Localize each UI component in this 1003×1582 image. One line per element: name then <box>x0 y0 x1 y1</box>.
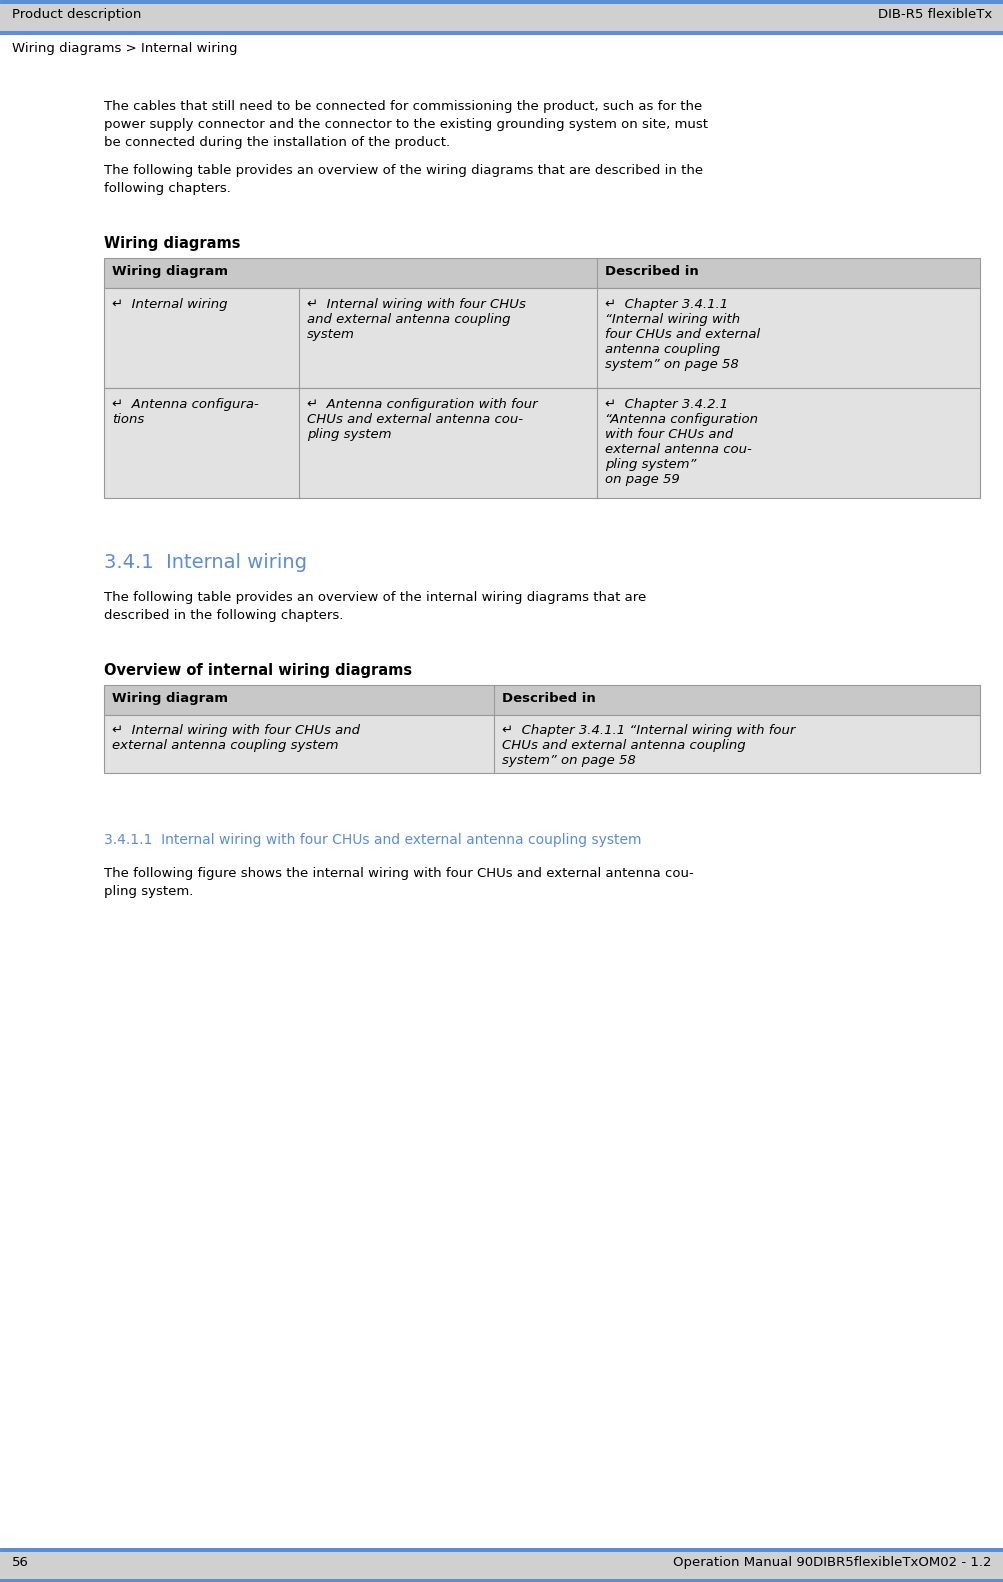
Bar <box>0 32 1003 33</box>
Bar <box>0 1549 1003 1550</box>
Bar <box>104 288 979 388</box>
Text: following chapters.: following chapters. <box>104 182 231 195</box>
Text: 3.4.1.1  Internal wiring with four CHUs and external antenna coupling system: 3.4.1.1 Internal wiring with four CHUs a… <box>104 834 641 846</box>
Text: DIB-R5 flexibleTx: DIB-R5 flexibleTx <box>877 8 991 21</box>
Bar <box>0 1579 1003 1582</box>
Text: Wiring diagrams > Internal wiring: Wiring diagrams > Internal wiring <box>12 43 238 55</box>
Text: ↵  Internal wiring with four CHUs
and external antenna coupling
system: ↵ Internal wiring with four CHUs and ext… <box>307 297 526 342</box>
Bar <box>104 715 979 774</box>
Text: be connected during the installation of the product.: be connected during the installation of … <box>104 136 449 149</box>
Bar <box>104 685 979 715</box>
Bar <box>0 1549 1003 1582</box>
Text: ↵  Chapter 3.4.1.1 “Internal wiring with four
CHUs and external antenna coupling: ↵ Chapter 3.4.1.1 “Internal wiring with … <box>502 725 794 767</box>
Text: ↵  Internal wiring with four CHUs and
external antenna coupling system: ↵ Internal wiring with four CHUs and ext… <box>112 725 360 751</box>
Text: ↵  Antenna configura-
tions: ↵ Antenna configura- tions <box>112 399 259 426</box>
Text: ↵  Chapter 3.4.1.1
“Internal wiring with
four CHUs and external
antenna coupling: ↵ Chapter 3.4.1.1 “Internal wiring with … <box>605 297 759 372</box>
Text: Operation Manual 90DIBR5flexibleTxOM02 - 1.2: Operation Manual 90DIBR5flexibleTxOM02 -… <box>673 1557 991 1569</box>
Text: pling system.: pling system. <box>104 884 194 899</box>
Bar <box>0 0 1003 3</box>
Text: Product description: Product description <box>12 8 141 21</box>
Text: The following table provides an overview of the internal wiring diagrams that ar: The following table provides an overview… <box>104 592 646 604</box>
Text: power supply connector and the connector to the existing grounding system on sit: power supply connector and the connector… <box>104 119 707 131</box>
Text: ↵  Antenna configuration with four
CHUs and external antenna cou-
pling system: ↵ Antenna configuration with four CHUs a… <box>307 399 537 441</box>
Text: ↵  Chapter 3.4.2.1
“Antenna configuration
with four CHUs and
external antenna co: ↵ Chapter 3.4.2.1 “Antenna configuration… <box>605 399 757 486</box>
Bar <box>104 388 979 498</box>
Text: The following figure shows the internal wiring with four CHUs and external anten: The following figure shows the internal … <box>104 867 693 880</box>
Text: Wiring diagrams: Wiring diagrams <box>104 236 241 252</box>
Text: Wiring diagram: Wiring diagram <box>112 266 228 278</box>
Text: 56: 56 <box>12 1557 29 1569</box>
Text: Overview of internal wiring diagrams: Overview of internal wiring diagrams <box>104 663 411 679</box>
Text: described in the following chapters.: described in the following chapters. <box>104 609 343 622</box>
Text: Described in: Described in <box>502 691 595 706</box>
Text: The following table provides an overview of the wiring diagrams that are describ: The following table provides an overview… <box>104 165 702 177</box>
Bar <box>104 258 979 288</box>
Text: 3.4.1  Internal wiring: 3.4.1 Internal wiring <box>104 554 307 573</box>
Bar <box>0 0 1003 33</box>
Text: ↵  Internal wiring: ↵ Internal wiring <box>112 297 228 312</box>
Text: Wiring diagram: Wiring diagram <box>112 691 228 706</box>
Text: Described in: Described in <box>605 266 698 278</box>
Text: The cables that still need to be connected for commissioning the product, such a: The cables that still need to be connect… <box>104 100 701 112</box>
